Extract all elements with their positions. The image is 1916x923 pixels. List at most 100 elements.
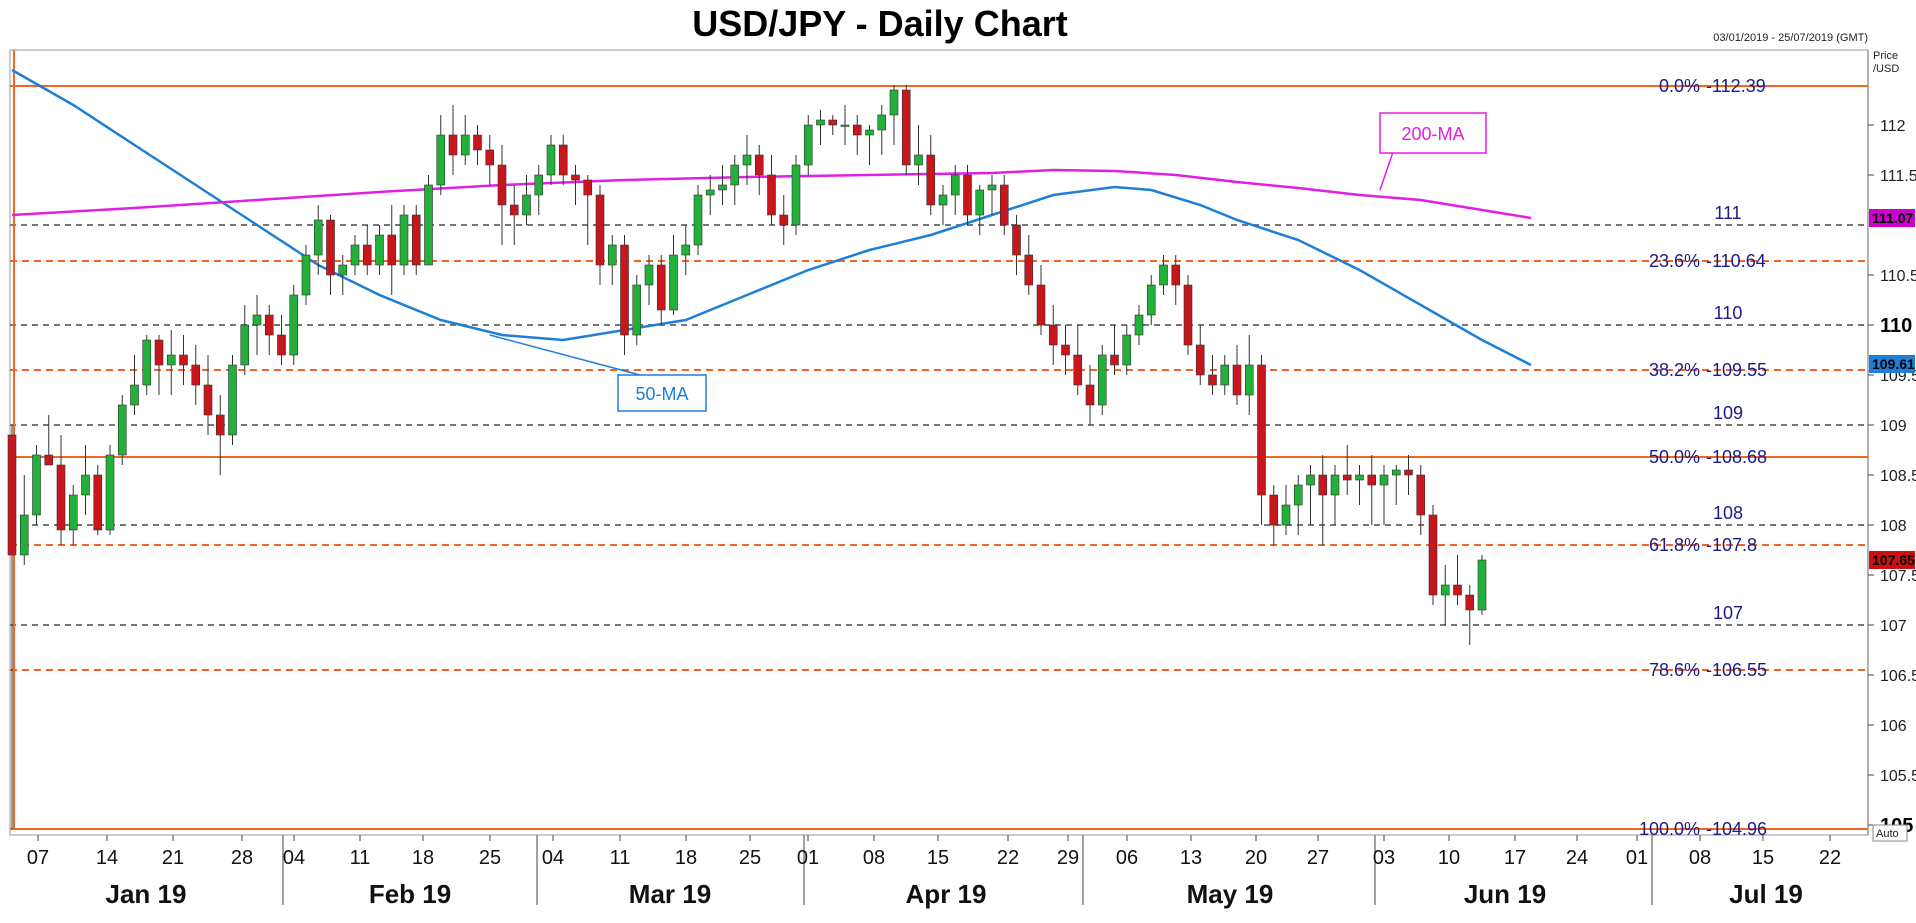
fib-value-label: -109.55 bbox=[1706, 360, 1767, 380]
fib-value-label: -106.55 bbox=[1706, 660, 1767, 680]
candle-body bbox=[497, 164, 507, 206]
month-label: Feb 19 bbox=[369, 879, 451, 909]
candle-body bbox=[424, 184, 433, 266]
candle-body bbox=[154, 339, 164, 366]
candle-body bbox=[1110, 354, 1119, 366]
date-tick-label: 01 bbox=[1626, 847, 1648, 869]
candle-body bbox=[889, 89, 899, 116]
fib-value-label: -107.8 bbox=[1706, 535, 1757, 555]
price-tag-box bbox=[1869, 209, 1915, 227]
candle-body bbox=[558, 144, 568, 176]
candle-body bbox=[1195, 344, 1205, 376]
fib-percent-label: 78.6% bbox=[1649, 660, 1700, 680]
price-tick-label: 108 bbox=[1880, 518, 1907, 535]
candle-body bbox=[1342, 474, 1352, 481]
candle-body bbox=[950, 174, 960, 196]
price-axis: 105.5106106.5107107.5108108.5109109.5110… bbox=[1868, 118, 1916, 837]
candle-body bbox=[779, 214, 789, 226]
fib-value-label: -112.39 bbox=[1706, 76, 1766, 96]
round-level-label-111: 111 bbox=[1714, 203, 1741, 223]
candle-body bbox=[215, 414, 225, 436]
fib-value-label: -110.64 bbox=[1706, 251, 1766, 271]
candle-body bbox=[840, 124, 850, 127]
candle-body bbox=[656, 264, 666, 311]
candle-body bbox=[1269, 494, 1279, 526]
ma50-callout-box bbox=[617, 374, 707, 412]
candle-body bbox=[326, 219, 335, 276]
candle-body bbox=[350, 244, 360, 266]
date-tick-label: 08 bbox=[1689, 847, 1711, 869]
date-tick-label: 15 bbox=[1752, 847, 1774, 869]
ma-line-50-ma bbox=[11, 68, 1532, 367]
ma-line-200-ma bbox=[11, 168, 1532, 220]
month-label: Jan 19 bbox=[106, 879, 187, 909]
candle-body bbox=[509, 204, 519, 216]
candle-body bbox=[399, 214, 409, 266]
round-level-label-108: 108 bbox=[1713, 503, 1743, 523]
date-tick-label: 04 bbox=[542, 847, 564, 869]
candle-body bbox=[632, 284, 642, 336]
candle-body bbox=[7, 434, 17, 556]
candle-body bbox=[301, 254, 311, 296]
date-tick-label: 21 bbox=[162, 847, 184, 869]
candle-body bbox=[1257, 364, 1266, 496]
candle-body bbox=[1097, 354, 1107, 406]
date-range-label: 03/01/2019 - 25/07/2019 (GMT) bbox=[1713, 32, 1868, 44]
candle-body bbox=[203, 384, 213, 416]
date-tick-label: 24 bbox=[1566, 847, 1588, 869]
candle-body bbox=[865, 129, 874, 136]
levels-layer: 111 110 109 108 107 0.0% -112.39 23.6% -110.64 38… bbox=[10, 50, 1868, 839]
date-tick-label: 07 bbox=[27, 847, 49, 869]
candle-body bbox=[1232, 364, 1242, 396]
date-tick-label: 22 bbox=[1819, 847, 1841, 869]
candle-body bbox=[877, 114, 887, 131]
candle-body bbox=[1465, 594, 1475, 611]
candle-body bbox=[938, 194, 948, 206]
candle-body bbox=[852, 124, 862, 136]
candle-body bbox=[607, 244, 617, 266]
candle-body bbox=[1428, 514, 1438, 596]
candle-body bbox=[693, 194, 703, 246]
price-tag-box bbox=[1869, 355, 1915, 373]
date-tick-label: 28 bbox=[231, 847, 253, 869]
price-tick-label: 111.5 bbox=[1880, 168, 1916, 185]
date-tick-label: 03 bbox=[1373, 847, 1395, 869]
fib-percent-label: 50.0% bbox=[1649, 447, 1700, 467]
candle-body bbox=[1208, 374, 1217, 386]
candle-body bbox=[1146, 284, 1156, 316]
candle-body bbox=[803, 124, 813, 166]
date-tick-label: 01 bbox=[797, 847, 819, 869]
candle-body bbox=[68, 494, 78, 531]
candle-body bbox=[1171, 264, 1181, 286]
date-tick-label: 15 bbox=[927, 847, 949, 869]
grid-layer bbox=[282, 835, 1653, 905]
candle-body bbox=[81, 474, 90, 496]
candle-body bbox=[1281, 504, 1291, 526]
price-tick-label: 106 bbox=[1880, 718, 1907, 735]
candle-body bbox=[901, 89, 911, 166]
month-label: Jun 19 bbox=[1464, 879, 1546, 909]
date-tick-label: 11 bbox=[350, 847, 371, 869]
candle-body bbox=[1085, 384, 1095, 406]
auto-scale-button[interactable] bbox=[1872, 824, 1908, 842]
ma200-callout-label: 200-MA bbox=[1401, 124, 1464, 144]
fib-value-label: -104.96 bbox=[1706, 819, 1767, 839]
candle-body bbox=[1306, 474, 1315, 486]
candle-body bbox=[546, 144, 556, 176]
candle-body bbox=[754, 154, 764, 176]
price-tick-label: 112 bbox=[1880, 118, 1906, 135]
candle-body bbox=[1048, 324, 1058, 346]
candle-body bbox=[1122, 334, 1132, 366]
candle-body bbox=[816, 119, 825, 126]
candle-body bbox=[791, 164, 801, 226]
round-level-label-107: 107 bbox=[1713, 603, 1743, 623]
candle-body bbox=[1220, 364, 1230, 386]
date-tick-label: 25 bbox=[739, 847, 761, 869]
candle-body bbox=[595, 194, 605, 266]
date-tick-label: 04 bbox=[283, 847, 305, 869]
price-tick-label: 105.5 bbox=[1880, 768, 1916, 785]
price-tick-label: 106.5 bbox=[1880, 668, 1916, 685]
candle-body bbox=[1453, 584, 1462, 596]
